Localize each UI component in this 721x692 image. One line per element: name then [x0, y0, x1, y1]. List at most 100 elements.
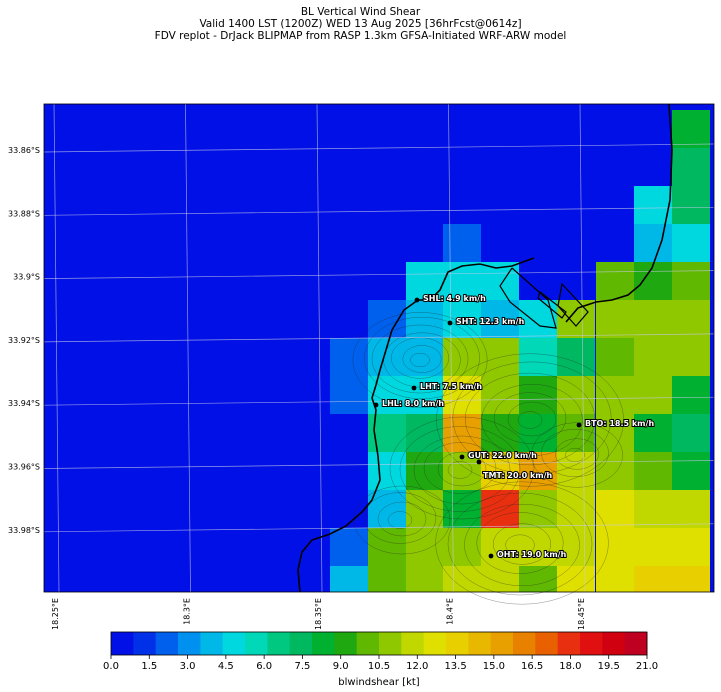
grid-cell	[672, 376, 710, 414]
grid-cell	[443, 566, 481, 592]
title-line-3: FDV replot - DrJack BLIPMAP from RASP 1.…	[154, 30, 567, 42]
colorbar-label: blwindshear [kt]	[338, 677, 420, 688]
contour-line	[410, 352, 430, 368]
grid-cell	[557, 452, 595, 490]
grid-cell	[368, 490, 406, 528]
station-label-bto: BTO: 18.5 km/h	[585, 419, 654, 428]
grid-cell	[443, 300, 481, 338]
station-marker-lhl[interactable]	[373, 402, 379, 408]
station-marker-gut[interactable]	[459, 454, 465, 460]
grid-cell	[443, 224, 481, 262]
grid-cell	[634, 300, 672, 338]
colorbar-swatch	[289, 632, 313, 655]
grid-cell	[672, 528, 710, 566]
grid-cell	[519, 376, 557, 414]
grid-cell	[368, 338, 406, 376]
grid-cell	[634, 490, 672, 528]
wind-shear-grid	[330, 110, 710, 592]
contour-line	[505, 534, 535, 556]
contour-line	[492, 523, 552, 565]
grid-cell	[481, 376, 519, 414]
grid-cell	[672, 262, 710, 300]
longitude-tick-labels: 18.25°E 18.3°E 18.35°E 18.4°E 18.45°E	[51, 598, 586, 630]
colorbar-swatch	[602, 632, 626, 655]
grid-cell	[481, 490, 519, 528]
colorbar-tick-label: 9.0	[333, 661, 349, 672]
grid-cell	[368, 300, 406, 338]
colorbar-tick-label: 10.5	[368, 661, 390, 672]
grid-cell	[481, 414, 519, 452]
grid-cell	[406, 528, 444, 566]
grid-cell	[634, 414, 672, 452]
grid-cell	[557, 300, 595, 338]
colorbar-swatch	[513, 632, 536, 655]
station-marker-lht[interactable]	[411, 385, 417, 391]
grid-cell	[672, 300, 710, 338]
grid-cell	[406, 300, 444, 338]
grid-cell	[596, 528, 634, 566]
station-marker-sht[interactable]	[447, 320, 453, 326]
grid-cell	[672, 452, 710, 490]
latitude-label: 33.98°S	[8, 526, 40, 535]
contour-line	[435, 481, 609, 605]
grid-cell	[596, 300, 634, 338]
latitude-grid-line	[43, 206, 715, 216]
colorbar-tick-label: 13.5	[444, 661, 466, 672]
colorbar-tick-label: 1.5	[141, 661, 157, 672]
harbour-outline	[499, 267, 589, 329]
grid-cell	[557, 490, 595, 528]
colorbar-tick-label: 6.0	[256, 661, 272, 672]
grid-cell	[406, 566, 444, 592]
coastline	[297, 103, 673, 593]
contour-line	[352, 312, 488, 408]
grid-cell	[330, 566, 368, 592]
longitude-grid-line	[185, 103, 191, 593]
grid-cell	[406, 338, 444, 376]
contour-line	[364, 316, 480, 400]
title-line-2: Valid 1400 LST (1200Z) WED 13 Aug 2025 […	[199, 18, 522, 30]
latitude-label: 33.94°S	[8, 399, 40, 408]
colorbar-tick-label: 15.0	[483, 661, 505, 672]
colorbar-swatch	[535, 632, 559, 655]
map-frame	[43, 103, 715, 593]
grid-cell	[672, 148, 710, 186]
grid-cell	[672, 110, 710, 148]
station-label-tmt: TMT: 20.0 km/h	[483, 471, 553, 480]
station-marker-bto[interactable]	[576, 422, 582, 428]
latitude-label: 33.92°S	[8, 336, 40, 345]
colorbar-swatch	[312, 632, 335, 655]
colorbar-swatch	[133, 632, 157, 655]
grid-cell	[330, 528, 368, 566]
contour-line	[476, 512, 564, 574]
contour-line	[555, 438, 599, 470]
longitude-grid-line	[316, 103, 323, 593]
latitude-grid-line	[43, 270, 715, 279]
latitude-grid-line	[43, 523, 715, 533]
grid-cell	[557, 566, 595, 592]
grid-cell	[634, 338, 672, 376]
grid-cell	[672, 224, 710, 262]
contour-line	[507, 401, 557, 437]
grid-cell	[443, 490, 481, 528]
colorbar-swatch	[200, 632, 224, 655]
grid-cell	[634, 376, 672, 414]
colorbar: 0.0 1.5 3.0 4.5 6.0 7.5 9.0 10.5 12.0 13.5 15.0 16.…	[103, 631, 658, 688]
colorbar-swatch	[178, 632, 201, 655]
grid-cell	[634, 262, 672, 300]
station-marker-shl[interactable]	[414, 297, 420, 303]
latitude-grid-line	[43, 143, 715, 153]
latitude-tick-labels: 33.86°S 33.88°S 33.9°S 33.92°S 33.94°S 33.96°…	[8, 146, 40, 535]
colorbar-swatch	[245, 632, 268, 655]
station-marker-oht[interactable]	[488, 553, 494, 559]
colorbar-swatch	[111, 632, 134, 655]
contour-line	[377, 501, 427, 537]
grid-cell	[557, 414, 595, 452]
station-marker-tmt[interactable]	[476, 459, 482, 465]
grid-cell	[368, 566, 406, 592]
colorbar-swatch	[356, 632, 380, 655]
colorbar-swatch	[624, 632, 648, 655]
colorbar-swatch	[557, 632, 581, 655]
grid-cell	[557, 338, 595, 376]
contour-line	[447, 461, 473, 479]
latitude-grid-line	[43, 396, 715, 406]
